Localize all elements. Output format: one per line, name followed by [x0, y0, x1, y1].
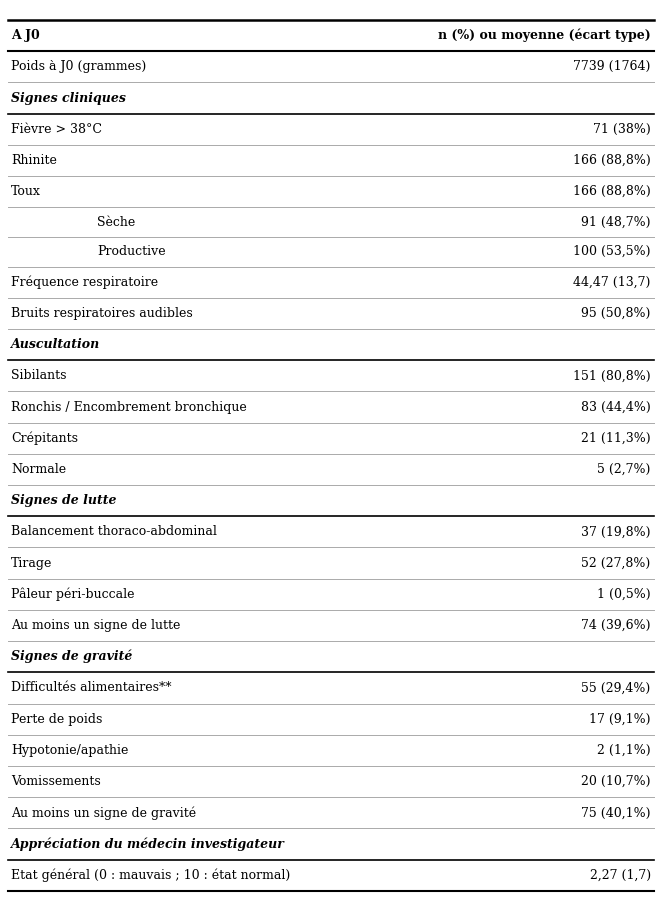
- Text: Vomissements: Vomissements: [11, 775, 101, 788]
- Text: Difficultés alimentaires**: Difficultés alimentaires**: [11, 682, 171, 694]
- Text: 21 (11,3%): 21 (11,3%): [581, 432, 651, 445]
- Text: 83 (44,4%): 83 (44,4%): [581, 401, 651, 413]
- Text: Pâleur péri-buccale: Pâleur péri-buccale: [11, 587, 135, 601]
- Text: Signes de lutte: Signes de lutte: [11, 494, 117, 507]
- Text: 95 (50,8%): 95 (50,8%): [581, 307, 651, 320]
- Text: 1 (0,5%): 1 (0,5%): [597, 588, 651, 601]
- Text: 75 (40,1%): 75 (40,1%): [581, 806, 651, 819]
- Text: Au moins un signe de gravité: Au moins un signe de gravité: [11, 806, 197, 820]
- Text: 7739 (1764): 7739 (1764): [573, 60, 651, 74]
- Text: 91 (48,7%): 91 (48,7%): [581, 216, 651, 229]
- Text: Poids à J0 (grammes): Poids à J0 (grammes): [11, 60, 146, 74]
- Text: 55 (29,4%): 55 (29,4%): [581, 682, 651, 694]
- Text: Signes cliniques: Signes cliniques: [11, 92, 126, 104]
- Text: Normale: Normale: [11, 463, 66, 476]
- Text: Perte de poids: Perte de poids: [11, 713, 103, 726]
- Text: 20 (10,7%): 20 (10,7%): [581, 775, 651, 788]
- Text: Sèche: Sèche: [97, 216, 136, 229]
- Text: 2,27 (1,7): 2,27 (1,7): [590, 868, 651, 882]
- Text: Appréciation du médecin investigateur: Appréciation du médecin investigateur: [11, 837, 285, 850]
- Text: Signes de gravité: Signes de gravité: [11, 650, 132, 664]
- Text: 74 (39,6%): 74 (39,6%): [581, 619, 651, 632]
- Text: Fréquence respiratoire: Fréquence respiratoire: [11, 276, 158, 289]
- Text: Balancement thoraco-abdominal: Balancement thoraco-abdominal: [11, 525, 217, 539]
- Text: 100 (53,5%): 100 (53,5%): [573, 245, 651, 259]
- Text: Tirage: Tirage: [11, 557, 53, 569]
- Text: 5 (2,7%): 5 (2,7%): [597, 463, 651, 476]
- Text: 71 (38%): 71 (38%): [593, 123, 651, 136]
- Text: Etat général (0 : mauvais ; 10 : état normal): Etat général (0 : mauvais ; 10 : état no…: [11, 868, 291, 882]
- Text: Bruits respiratoires audibles: Bruits respiratoires audibles: [11, 307, 193, 320]
- Text: Toux: Toux: [11, 185, 41, 198]
- Text: 37 (19,8%): 37 (19,8%): [581, 525, 651, 539]
- Text: 151 (80,8%): 151 (80,8%): [573, 369, 651, 383]
- Text: Fièvre > 38°C: Fièvre > 38°C: [11, 123, 102, 136]
- Text: 44,47 (13,7): 44,47 (13,7): [573, 276, 651, 288]
- Text: n (%) ou moyenne (écart type): n (%) ou moyenne (écart type): [438, 29, 651, 42]
- Text: Hypotonie/apathie: Hypotonie/apathie: [11, 744, 128, 757]
- Text: Rhinite: Rhinite: [11, 154, 57, 167]
- Text: Crépitants: Crépitants: [11, 431, 78, 445]
- Text: Sibilants: Sibilants: [11, 369, 67, 383]
- Text: 166 (88,8%): 166 (88,8%): [573, 185, 651, 198]
- Text: 2 (1,1%): 2 (1,1%): [597, 744, 651, 757]
- Text: A J0: A J0: [11, 29, 40, 42]
- Text: Productive: Productive: [97, 245, 166, 259]
- Text: Au moins un signe de lutte: Au moins un signe de lutte: [11, 619, 181, 632]
- Text: Auscultation: Auscultation: [11, 338, 101, 351]
- Text: 52 (27,8%): 52 (27,8%): [581, 557, 651, 569]
- Text: 17 (9,1%): 17 (9,1%): [589, 713, 651, 726]
- Text: 166 (88,8%): 166 (88,8%): [573, 154, 651, 167]
- Text: Ronchis / Encombrement bronchique: Ronchis / Encombrement bronchique: [11, 401, 247, 413]
